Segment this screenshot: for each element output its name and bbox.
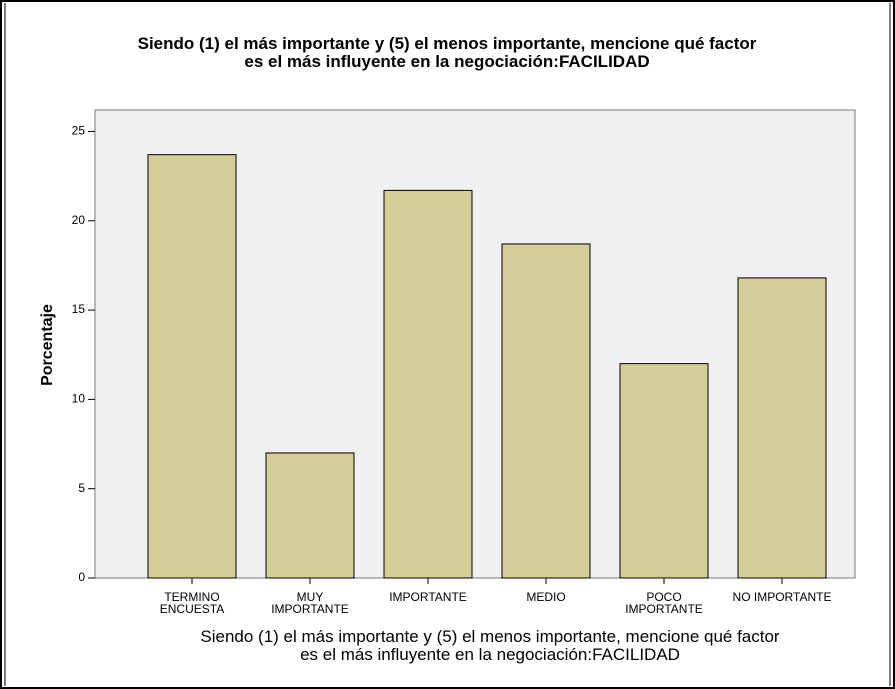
x-tick-label: TERMINO ENCUESTA	[160, 590, 224, 616]
x-axis-label: Siendo (1) el más importante y (5) el me…	[200, 627, 780, 664]
bar	[619, 363, 709, 579]
bar	[737, 277, 827, 579]
x-tick-label: IMPORTANTE	[389, 590, 467, 604]
bar	[265, 452, 355, 579]
y-tick-label: 10	[72, 392, 86, 406]
x-tick-label: NO IMPORTANTE	[733, 590, 832, 604]
bar	[147, 154, 237, 579]
bar	[383, 189, 473, 579]
x-tick-label: MEDIO	[526, 590, 565, 604]
y-tick-label: 0	[78, 570, 85, 584]
x-tick-label: MUY IMPORTANTE	[271, 590, 349, 616]
chart-title: Siendo (1) el más importante y (5) el me…	[138, 34, 757, 71]
y-tick-label: 20	[72, 213, 86, 227]
bar	[501, 243, 591, 579]
y-tick-label: 15	[72, 302, 86, 316]
y-tick-label: 25	[72, 124, 86, 138]
x-tick-label: POCO IMPORTANTE	[625, 590, 703, 616]
y-tick-label: 5	[78, 481, 85, 495]
y-axis-label: Porcentaje	[39, 304, 56, 386]
